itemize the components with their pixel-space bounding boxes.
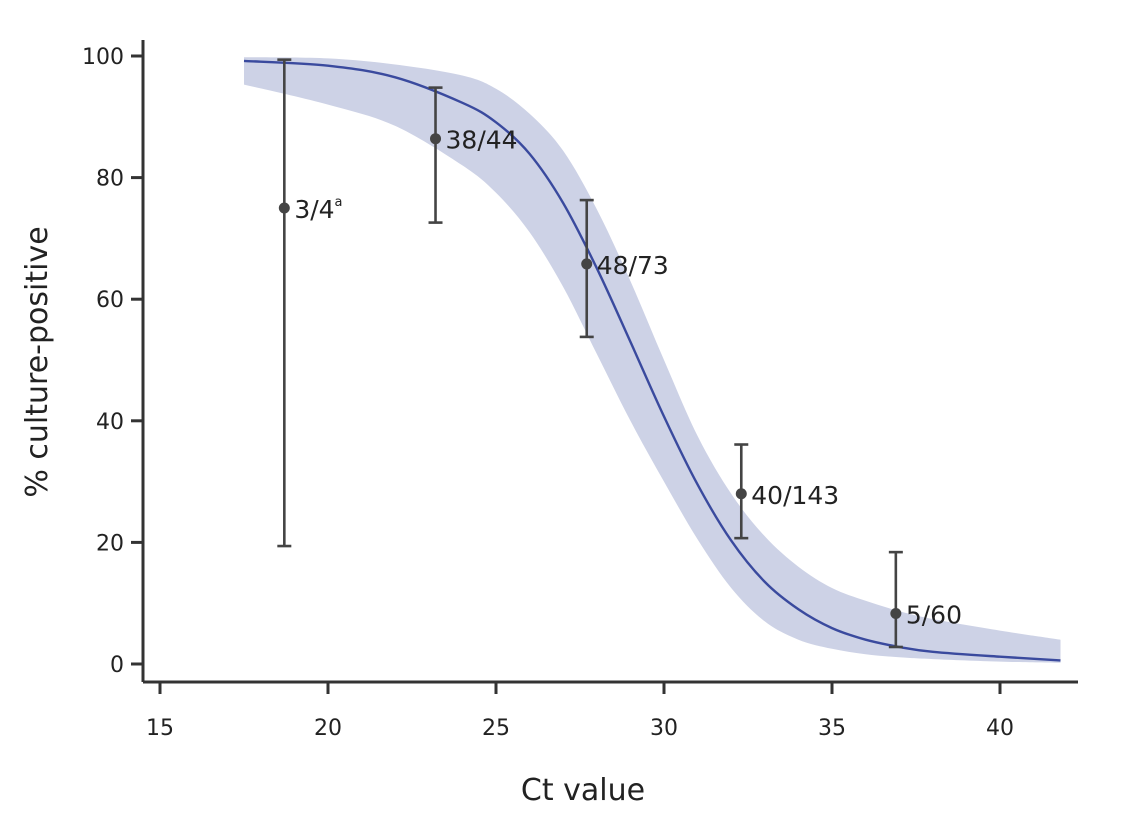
x-tick-label: 40 bbox=[986, 716, 1014, 741]
y-tick-label: 20 bbox=[96, 531, 124, 556]
data-label: 5/60 bbox=[906, 601, 962, 630]
y-tick-label: 100 bbox=[82, 45, 124, 70]
x-tick-label: 15 bbox=[146, 716, 174, 741]
y-tick-label: 0 bbox=[110, 653, 124, 678]
data-point bbox=[430, 133, 442, 145]
data-label: 38/44 bbox=[446, 126, 518, 155]
data-point bbox=[735, 488, 747, 500]
x-axis-title: Ct value bbox=[521, 773, 645, 808]
footnote-marker: a bbox=[335, 195, 343, 210]
data-point bbox=[890, 608, 902, 620]
y-tick-label: 60 bbox=[96, 288, 124, 313]
y-tick-label: 40 bbox=[96, 410, 124, 435]
axes: 0 20 40 60 80 100 15 20 25 30 35 40 bbox=[82, 40, 1078, 741]
data-point-group: 40/143 bbox=[734, 443, 839, 540]
data-point-group: 3/4a bbox=[277, 58, 343, 548]
data-point-group: 48/73 bbox=[579, 198, 669, 339]
x-axis-ticks: 15 20 25 30 35 40 bbox=[146, 682, 1014, 741]
x-tick-label: 30 bbox=[650, 716, 678, 741]
confidence-band bbox=[244, 57, 1061, 663]
plot-area: 3/4a 38/44 48/73 40/143 5/60 bbox=[243, 57, 1061, 663]
y-axis-ticks: 0 20 40 60 80 100 bbox=[82, 45, 143, 678]
x-tick-label: 25 bbox=[482, 716, 510, 741]
data-point-group: 38/44 bbox=[428, 86, 518, 224]
data-point bbox=[278, 202, 290, 214]
x-tick-label: 20 bbox=[314, 716, 342, 741]
data-label: 40/143 bbox=[751, 481, 839, 510]
y-axis-title: % culture-positive bbox=[20, 226, 55, 497]
data-label: 3/4a bbox=[294, 195, 342, 224]
data-label: 48/73 bbox=[597, 251, 669, 280]
data-point-group: 5/60 bbox=[888, 550, 962, 649]
y-tick-label: 80 bbox=[96, 167, 124, 192]
data-points: 3/4a 38/44 48/73 40/143 5/60 bbox=[277, 58, 962, 649]
x-tick-label: 35 bbox=[818, 716, 846, 741]
data-point bbox=[581, 258, 593, 270]
